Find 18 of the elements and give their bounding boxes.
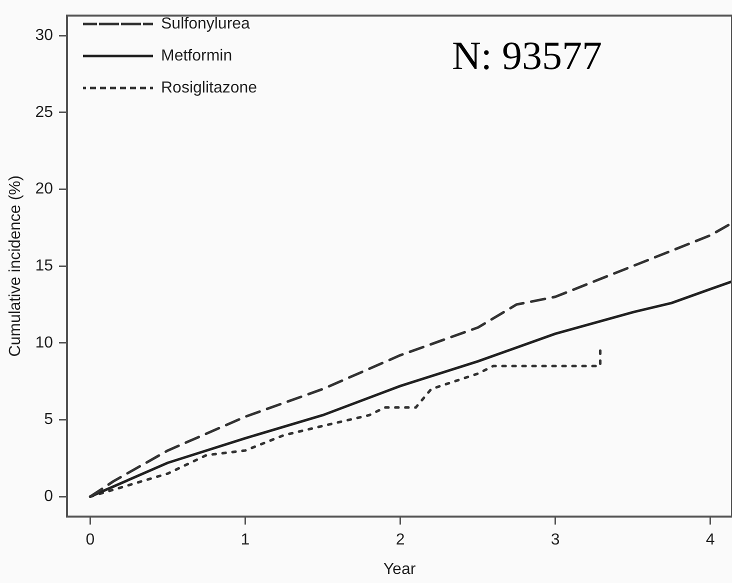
y-tick-label: 30 bbox=[35, 26, 54, 44]
y-tick-label: 20 bbox=[35, 180, 54, 198]
x-tick-label: 4 bbox=[706, 532, 715, 549]
x-tick-label: 1 bbox=[240, 532, 250, 549]
y-tick-label: 25 bbox=[35, 104, 54, 121]
legend-label: Metformin bbox=[160, 47, 232, 64]
y-tick-label: 5 bbox=[44, 411, 54, 428]
x-axis-title: Year bbox=[383, 560, 416, 578]
x-tick-label: 2 bbox=[396, 532, 405, 549]
legend-label: Sulfonylurea bbox=[160, 15, 250, 32]
x-tick-label: 3 bbox=[550, 532, 560, 549]
y-axis-title: Cumulative incidence (%) bbox=[7, 175, 24, 357]
y-tick-label: 15 bbox=[35, 258, 54, 275]
y-tick-label: 0 bbox=[44, 488, 54, 506]
legend-label: Rosiglitazone bbox=[160, 79, 258, 96]
x-tick-label: 0 bbox=[86, 532, 95, 549]
y-tick-label: 10 bbox=[35, 334, 54, 352]
annotation: N: 93577 bbox=[452, 32, 602, 79]
